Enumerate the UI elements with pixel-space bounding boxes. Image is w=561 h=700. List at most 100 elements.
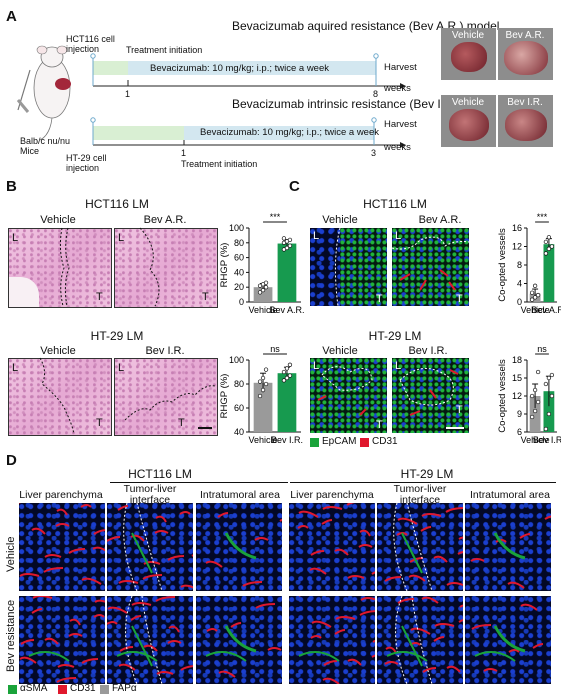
legend-swatch-fapa [100,685,109,694]
row-label-bev-resistance: Bev resistance [5,599,17,672]
he-region-T-3: T [96,417,103,429]
chart1-xtick-label-0: Vehicle [249,435,278,445]
chart2-ytick-label-2: 8 [517,260,522,270]
panel-c-bottom-title: HT-29 LM [368,329,422,343]
col-label-intratumoral-1: Intratumoral area [200,489,280,501]
chart3-point-1-2 [549,393,555,399]
chart0-ytick-label-1: 20 [234,282,244,292]
treatment-initiation-label-1: Treatment initiation [126,45,203,55]
tick1-1: 1 [125,89,131,99]
chart3-bar-0 [529,396,541,432]
panel-letter-d: D [6,452,17,469]
col-label-interface-2: Tumor-liver interface [393,483,447,506]
panel-d-left-title: HCT116 LM [128,467,192,481]
timeline1-treatment [128,61,376,75]
chart0-point-1-6 [281,236,287,241]
ht-injection-label: HT-29 cell injection [66,153,107,173]
chart3-ytick-label-3: 15 [512,373,522,383]
legend-swatch-asma [8,685,17,694]
chart2-xtick-label-1: Bev A.R. [531,305,561,315]
chart2-ytick-label-1: 4 [517,279,522,289]
he-region-L-1: L [12,232,19,244]
if-region-L-2: L [395,230,402,242]
microscopy-tile-r1-c2 [196,596,282,684]
chart1-significance-label: ns [270,344,280,354]
chart0-point-0-5 [263,280,269,285]
tick2-1: 1 [181,148,187,158]
he-label-vehicle-bottom: Vehicle [40,345,76,357]
if-image-bev-ir [392,358,469,433]
microscopy-tile-r1-c4 [377,596,463,684]
chart3-xtick-label-0: Vehicle [521,435,550,445]
chart0-point-0-0 [257,290,263,295]
legend-label-asma: αSMA [20,683,48,694]
chart2-point-1-4 [546,235,552,240]
chart3-ytick-label-2: 12 [512,391,522,401]
microscopy-tile-r0-c1 [107,503,193,591]
panel-letter-b: B [6,178,17,195]
chart1-point-1-4 [284,366,290,371]
chart1-ytick-label-1: 60 [234,403,244,413]
chart2-point-0-1 [532,295,538,300]
chart1-ytick-label-0: 40 [234,427,244,437]
chart2-point-0-0 [529,297,535,302]
chart3-point-0-0 [529,414,535,420]
microscopy-tile-r0-c0 [19,503,105,591]
chart2-point-1-1 [546,246,552,251]
if-label-vehicle-top: Vehicle [322,214,358,226]
chart0-point-1-1 [284,245,290,251]
mice-label: Balb/c nu/nu Mice [20,136,71,156]
if-region-T-3: T [376,419,383,431]
panel-b-bottom-title: HT-29 LM [90,329,144,343]
chart0-xtick-label-0: Vehicle [249,305,278,315]
chart1-point-0-2 [263,381,269,387]
if-label-bev-ir: Bev I.R. [408,345,448,357]
chart3-point-1-4 [546,375,552,381]
microscopy-tile-r0-c3 [289,503,375,591]
chart3-point-0-3 [529,393,535,399]
he-label-bev-ir: Bev I.R. [145,345,185,357]
chart0-bar-0 [253,287,273,302]
he-image-bev-ir [114,358,218,436]
col-label-interface-1: Tumor-liver interface [123,483,177,506]
tick2-3: 3 [371,148,377,158]
col-label-intratumoral-2: Intratumoral area [470,489,550,501]
liver-photo-vehicle-1: Vehicle [441,28,496,80]
chart3-significance-label: ns [537,344,547,354]
chart3-ytick-label-0: 6 [517,427,522,437]
timeline-title-acquired: Bevacizumab aquired resistance (Bev A.R.… [232,19,500,33]
legend-label-cd31: CD31 [372,436,398,447]
chart0-point-1-2 [287,243,293,248]
panel-b-top-title: HCT116 LM [85,197,149,211]
he-image-vehicle-bottom [8,358,112,436]
if-region-L-4: L [395,360,402,372]
panel-letter-c: C [289,178,300,195]
chart1-point-0-0 [257,393,263,399]
weeks-label-1: weeks [384,83,411,94]
chart0-ytick-label-0: 0 [239,297,244,307]
if-region-T-4: T [456,404,463,416]
chart1-point-1-3 [281,369,287,375]
regimen-label-1: Bevacizumab: 10 mg/kg; i.p.; twice a wee… [150,63,329,74]
chart1-point-1-5 [287,362,293,367]
chart2-ylabel: Co-opted vessels [497,228,508,302]
chart0-ytick-label-2: 40 [234,267,244,277]
if-region-L-1: L [313,230,320,242]
chart1-point-0-3 [257,379,263,384]
chart2-point-0-4 [532,283,538,288]
col-label-liver-parenchyma-1: Liver parenchyma [19,489,103,501]
panel-letter-a: A [6,8,17,25]
chart0-xtick-label-1: Bev A.R. [269,305,304,315]
harvest-label-1: Harvest [384,62,417,73]
if-region-L-3: L [313,360,320,372]
legend-label-cd31-d: CD31 [70,683,96,694]
chart0-bar-1 [277,243,297,302]
if-region-T-1: T [376,293,383,305]
chart0-ytick-label-5: 100 [229,223,244,233]
chart3-ytick-label-1: 9 [517,409,522,419]
harvest-label-2: Harvest [384,119,417,130]
